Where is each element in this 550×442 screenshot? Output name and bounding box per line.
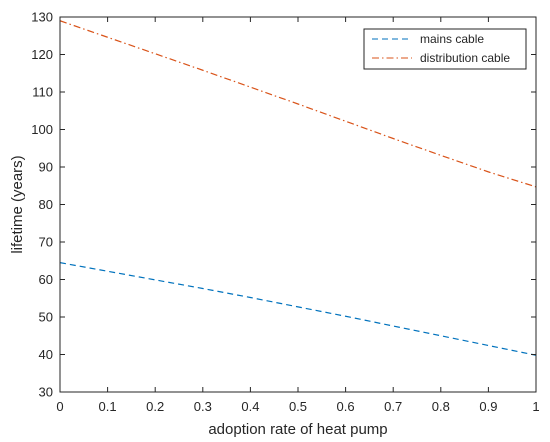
plot-background [60, 17, 536, 392]
series-layer [59, 20, 537, 356]
x-tick-label: 0.6 [337, 399, 355, 414]
y-tick-label: 110 [32, 85, 53, 100]
plot-area [59, 16, 537, 393]
x-tick-label: 0.3 [194, 399, 212, 414]
y-tick-label: 40 [39, 347, 53, 362]
x-tick-label: 0.1 [99, 399, 117, 414]
y-tick-label: 100 [31, 122, 53, 137]
legend-box [363, 28, 527, 70]
x-tick-label: 0.2 [146, 399, 164, 414]
y-axis: 30 40 50 60 70 80 90 100 110 120 130 [31, 10, 536, 400]
y-tick-label: 70 [39, 235, 53, 250]
x-tick-label: 0.8 [432, 399, 450, 414]
legend-label-mains-cable: mains cable [420, 32, 484, 46]
x-tick-label: 1 [532, 399, 539, 414]
series-line-mains-cable [59, 262, 537, 356]
y-tick-label: 30 [39, 385, 53, 400]
y-tick-label: 120 [31, 47, 53, 62]
x-axis-label: adoption rate of heat pump [208, 421, 387, 438]
series-line-distribution-cable [59, 20, 537, 188]
legend: mains cable distribution cable [363, 28, 527, 70]
legend-label-distribution-cable: distribution cable [420, 51, 510, 65]
x-tick-label: 0.4 [241, 399, 259, 414]
x-axis: 0 0.1 0.2 0.3 0.4 0.5 0.6 0.7 0.8 0.9 1 [56, 17, 540, 414]
y-axis-label: lifetime (years) [9, 155, 26, 253]
x-tick-label: 0.7 [384, 399, 402, 414]
x-tick-label: 0.9 [479, 399, 497, 414]
y-tick-label: 90 [39, 160, 53, 175]
y-tick-label: 50 [39, 310, 53, 325]
x-tick-label: 0 [56, 399, 63, 414]
x-tick-label: 0.5 [289, 399, 307, 414]
y-tick-label: 80 [39, 197, 53, 212]
y-tick-label: 130 [31, 10, 53, 25]
y-tick-label: 60 [39, 272, 53, 287]
